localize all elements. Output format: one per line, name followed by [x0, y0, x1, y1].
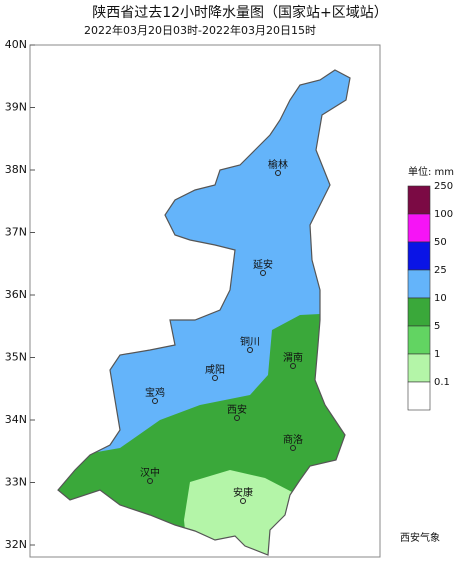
lat-label: 36N — [5, 288, 27, 301]
watermark: 西安气象 — [400, 531, 440, 544]
legend-label: 25 — [434, 265, 447, 276]
city-dot — [290, 445, 296, 451]
legend-title: 单位: mm — [408, 165, 454, 178]
city-dot — [290, 363, 296, 369]
legend-label: 50 — [434, 237, 447, 248]
city-label: 西安 — [227, 403, 247, 416]
city-label: 商洛 — [283, 433, 303, 446]
city-label: 安康 — [233, 486, 253, 499]
legend-swatch — [407, 241, 431, 271]
light-green-area — [184, 470, 292, 555]
city-dot — [147, 478, 153, 484]
lat-label: 35N — [5, 351, 27, 364]
title: 陕西省过去12小时降水量图（国家站+区域站） — [92, 4, 388, 21]
lat-label: 37N — [5, 226, 27, 239]
legend-label: 10 — [434, 293, 447, 304]
city-label: 铜川 — [240, 336, 260, 348]
legend-label: 0.1 — [434, 377, 450, 388]
legend-swatch — [407, 185, 431, 215]
city-label: 渭南 — [283, 351, 303, 364]
legend-swatch — [407, 325, 431, 355]
subtitle: 2022年03月20日03时-2022年03月20日15时 — [84, 23, 316, 37]
city-dot — [275, 170, 281, 176]
city-label: 汉中 — [140, 466, 160, 479]
city-dot — [152, 398, 158, 404]
lat-label: 32N — [5, 538, 27, 551]
city-label: 宝鸡 — [145, 386, 165, 399]
city-dot — [247, 347, 253, 353]
legend-label: 250 — [434, 181, 453, 192]
dynamic: 40N 39N 38N 37N 36N 35N 34N 33N 32N 榆林延安铜川渭南咸阳宝鸡西… — [5, 38, 454, 551]
lat-label: 33N — [5, 476, 27, 489]
legend-label: 1 — [434, 349, 440, 360]
lat-label: 34N — [5, 413, 27, 426]
city-label: 延安 — [253, 258, 273, 271]
legend-swatch — [407, 269, 431, 299]
city-dot — [212, 375, 218, 381]
legend-swatch — [407, 213, 431, 243]
city-label: 咸阳 — [205, 364, 225, 376]
city-dot — [234, 415, 240, 421]
city-dot — [260, 270, 266, 276]
city-dot — [240, 498, 246, 504]
legend-label: 100 — [434, 209, 453, 220]
legend-swatch — [407, 297, 431, 327]
city-label: 榆林 — [268, 158, 288, 171]
lat-label: 40N — [5, 38, 27, 51]
legend-label: 5 — [434, 321, 440, 332]
legend-swatch — [407, 353, 431, 383]
lat-label: 39N — [5, 101, 27, 114]
lat-label: 38N — [5, 163, 27, 176]
legend-swatch — [407, 381, 431, 411]
